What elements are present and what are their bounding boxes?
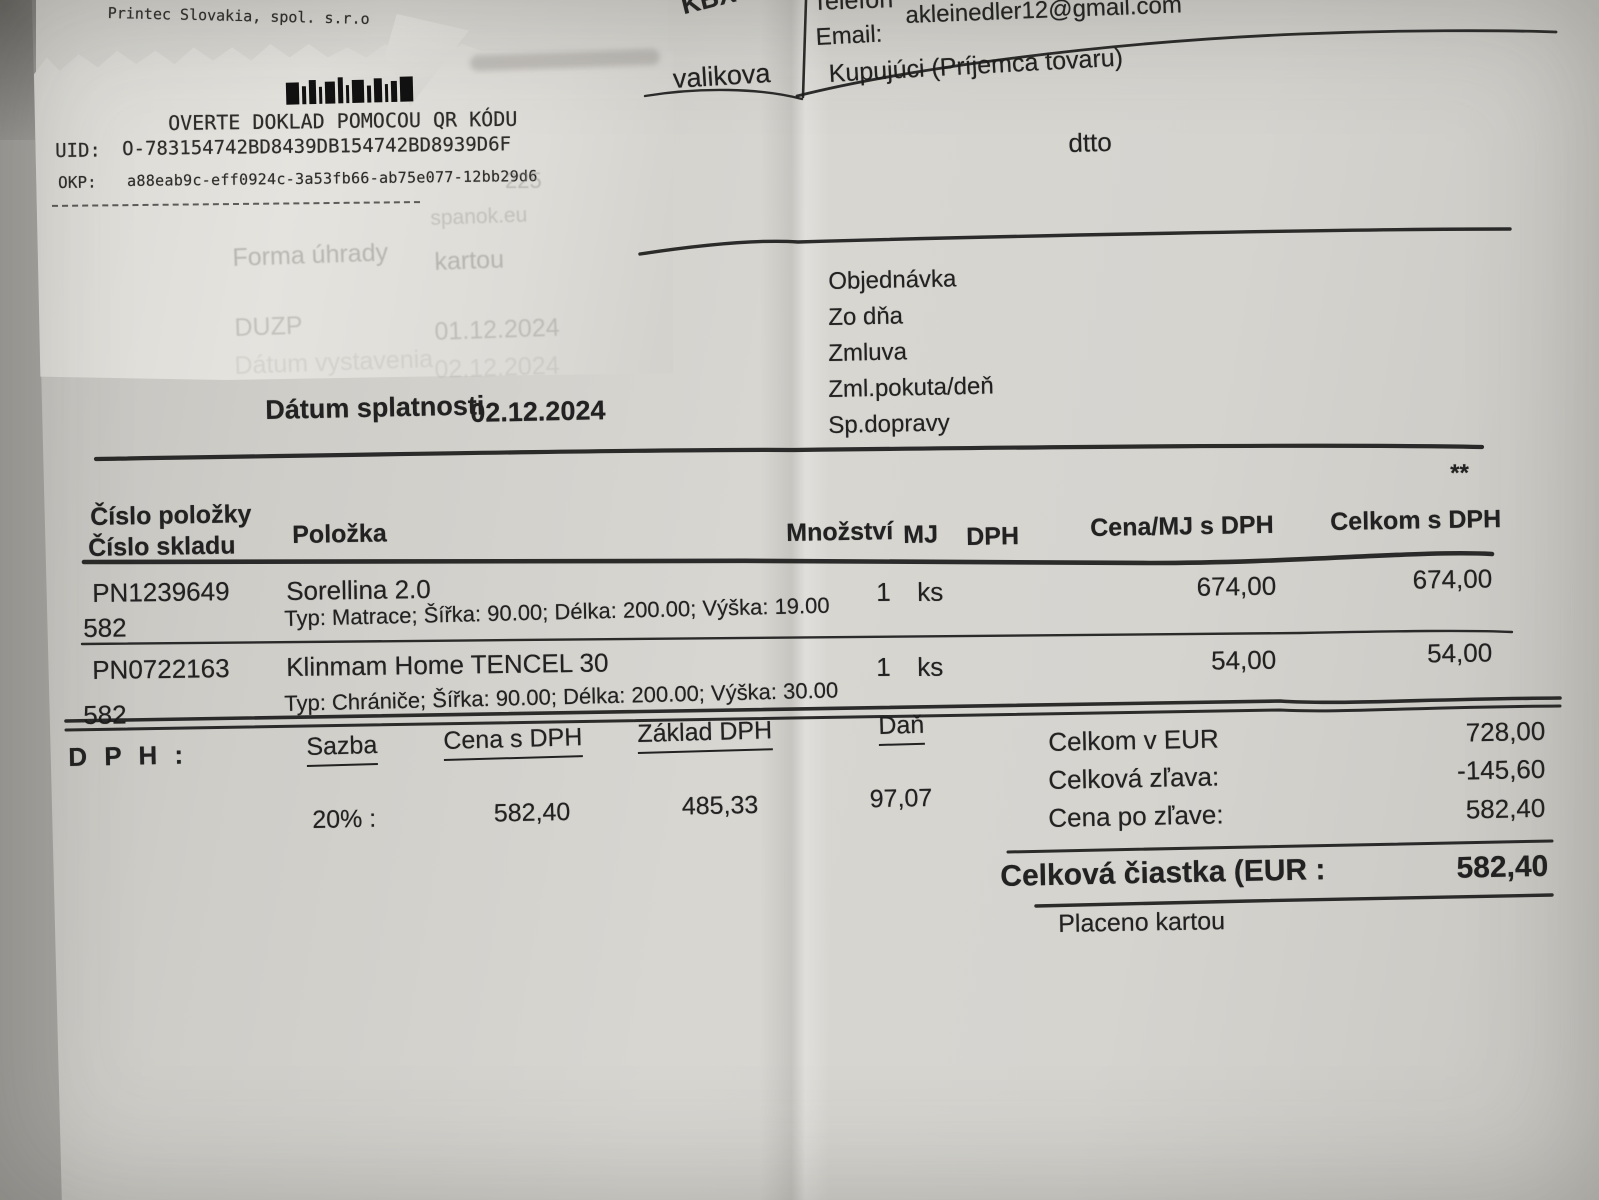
footnote-marker: ** [1450,459,1470,487]
item-total: 54,00 [1426,637,1493,669]
address-fragment: valikova [672,58,772,94]
receipt-okp-label: OKP: [58,172,97,192]
col-item-number: Číslo položky [90,500,252,531]
item-unit: ks [917,576,944,607]
vat-rate: 20% : [312,804,377,834]
col-vat: DPH [966,522,1020,551]
buyer-value: dtto [1068,126,1113,158]
total-label: Celkom v EUR [1048,723,1220,757]
col-line-total: Celkom s DPH [1330,505,1502,536]
vat-base: 485,33 [681,790,759,821]
bleed-duzp-label: DUZP [234,311,303,342]
col-item: Položka [292,519,387,549]
col-unit: MJ [903,520,939,549]
item-number: PN0722163 [92,653,230,685]
vat-col-base: Základ DPH [637,716,773,754]
receipt-verify-line: OVERTE DOKLAD POMOCOU QR KÓDU [168,106,518,135]
bleed-number-fragment: 225 [505,168,542,193]
item-unit: ks [917,651,944,682]
vat-col-tax: Daň [878,710,925,746]
item-qty: 1 [876,576,891,607]
vat-col-gross: Cena s DPH [443,723,583,761]
vat-gross: 582,40 [493,797,571,828]
col-stock-number: Číslo skladu [88,531,236,562]
paper-fold-crease [760,0,830,1200]
bleed-issued-value: 02.12.2024 [434,351,561,384]
item-unit-price: 674,00 [1196,570,1277,602]
bleed-payment-form-value: kartou [434,245,505,276]
col-unit-price: Cena/MJ s DPH [1090,510,1274,542]
vat-section-title: D P H : [68,739,189,772]
shipping-label: Sp.dopravy [828,409,950,439]
item-stock-number: 582 [83,699,127,730]
paid-by-card-note: Placeno kartou [1058,907,1226,938]
receipt-uid-label: UID: [55,139,102,162]
item-qty: 1 [876,651,891,682]
due-date-label: Dátum splatnosti [265,390,485,425]
bleed-duzp-value: 01.12.2024 [434,313,561,346]
grand-total-label: Celková čiastka (EUR : [1000,853,1326,893]
after-discount-value: 582,40 [1465,792,1546,825]
item-stock-number: 582 [83,612,127,643]
penalty-label: Zml.pokuta/deň [828,372,994,403]
bleed-payment-form-label: Forma úhrady [232,238,389,272]
barcode-fragment-icon [285,74,419,105]
contract-label: Zmluva [828,338,908,367]
vat-col-rate: Sazba [306,731,378,767]
vat-tax: 97,07 [869,783,933,814]
email-label: Email: [815,20,884,51]
discount-value: -145,60 [1456,753,1546,786]
order-date-label: Zo dňa [828,302,904,331]
item-name: Klinmam Home TENCEL 30 [286,647,609,682]
after-discount-label: Cena po zľave: [1048,799,1224,833]
discount-label: Celková zľava: [1048,761,1220,795]
item-total: 674,00 [1412,563,1493,595]
total-value: 728,00 [1465,715,1546,748]
item-unit-price: 54,00 [1210,644,1277,676]
phone-label: Telefón [812,0,894,16]
item-number: PN1239649 [92,576,230,608]
col-quantity: Množství [786,517,894,547]
order-label: Objednávka [828,265,957,295]
grand-total-value: 582,40 [1456,849,1549,885]
bleed-domain-fragment: spanok.eu [430,203,528,230]
due-date-value: 02.12.2024 [470,395,606,428]
